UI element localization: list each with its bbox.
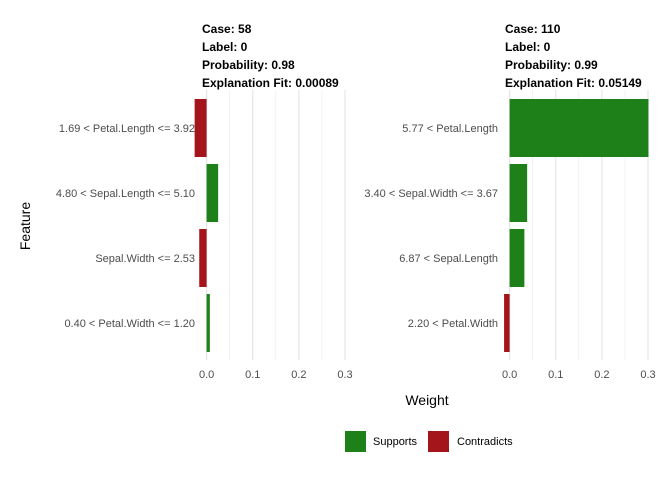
x-tick-label: 0.3 — [640, 369, 655, 381]
legend-item-supports: Supports — [345, 431, 418, 452]
x-tick-label: 0.1 — [245, 369, 260, 381]
bar-contradicts — [194, 99, 207, 157]
x-tick-label: 0.1 — [548, 369, 563, 381]
facet-header-line: Explanation Fit: 0.05149 — [505, 76, 642, 90]
facet-header-line: Probability: 0.98 — [202, 58, 295, 72]
facets: Case: 58 Label: 0 Probability: 0.98 Explana… — [56, 22, 656, 381]
facet-header-line: Explanation Fit: 0.00089 — [202, 76, 339, 90]
legend-label: Supports — [373, 436, 418, 448]
gridlines — [206, 90, 346, 360]
legend-key-supports — [345, 431, 366, 452]
bar-supports — [509, 164, 528, 222]
bar-contradicts — [504, 294, 510, 352]
feature-label: 3.40 < Sepal.Width <= 3.67 — [364, 188, 498, 200]
facet-header-line: Case: 110 — [505, 22, 561, 36]
x-tick-label: 0.2 — [291, 369, 306, 381]
x-tick-label: 0.2 — [594, 369, 609, 381]
bar-supports — [509, 229, 525, 287]
x-tick-label: 0.3 — [337, 369, 352, 381]
facet-header-line: Case: 58 — [202, 22, 252, 36]
x-tick-label: 0.0 — [502, 369, 517, 381]
feature-label: 1.69 < Petal.Length <= 3.92 — [59, 123, 195, 135]
facet-header-line: Label: 0 — [505, 40, 551, 54]
facet-panel-1: Case: 58 Label: 0 Probability: 0.98 Explana… — [56, 22, 353, 381]
bar-supports — [206, 294, 210, 352]
facet-panel-2: Case: 110 Label: 0 Probability: 0.99 Explan… — [364, 22, 655, 381]
legend-item-contradicts: Contradicts — [428, 431, 513, 452]
bar-contradicts — [199, 229, 207, 287]
feature-label: 6.87 < Sepal.Length — [399, 253, 498, 265]
y-axis-title: Feature — [17, 202, 33, 250]
facet-header-line: Probability: 0.99 — [505, 58, 598, 72]
legend: Supports Contradicts — [345, 431, 513, 452]
feature-label: 0.40 < Petal.Width <= 1.20 — [64, 318, 195, 330]
x-axis-title: Weight — [405, 392, 448, 408]
legend-label: Contradicts — [457, 436, 513, 448]
feature-label: 4.80 < Sepal.Length <= 5.10 — [56, 188, 195, 200]
facet-header-line: Label: 0 — [202, 40, 248, 54]
feature-label: 2.20 < Petal.Width — [408, 318, 498, 330]
feature-label: Sepal.Width <= 2.53 — [95, 253, 195, 265]
feature-label: 5.77 < Petal.Length — [402, 123, 498, 135]
bar-supports — [509, 99, 649, 157]
x-tick-label: 0.0 — [199, 369, 214, 381]
legend-key-contradicts — [428, 431, 449, 452]
bar-supports — [206, 164, 219, 222]
